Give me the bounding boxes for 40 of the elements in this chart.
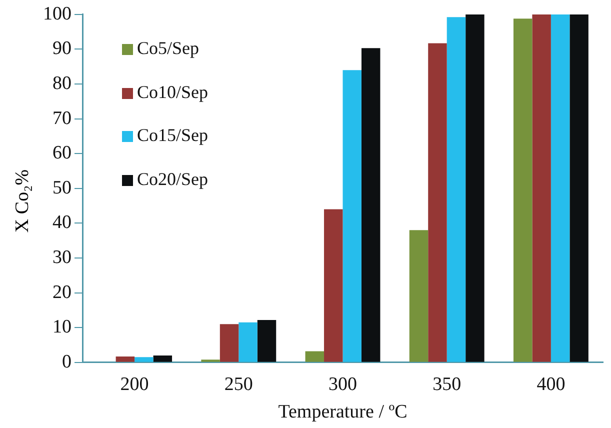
bar xyxy=(220,324,239,362)
x-tick-label: 250 xyxy=(224,374,253,395)
bar xyxy=(116,356,135,362)
bar xyxy=(409,230,428,362)
bar xyxy=(305,351,324,362)
bar xyxy=(134,357,154,362)
legend-label: Co20/Sep xyxy=(137,168,208,190)
y-axis-title: X Co₂% xyxy=(12,168,34,235)
y-tick-label: 70 xyxy=(52,108,72,129)
y-tick-label: 10 xyxy=(52,316,72,338)
y-tick-label: 60 xyxy=(52,142,72,164)
y-tick-label: 90 xyxy=(52,38,72,60)
y-tick-label: 20 xyxy=(52,282,72,303)
x-tick-label: 400 xyxy=(536,374,566,395)
bar xyxy=(238,322,258,362)
legend-label: Co10/Sep xyxy=(137,82,208,102)
y-tick-label: 30 xyxy=(52,246,72,268)
bar xyxy=(570,14,588,362)
x-tick-label: 200 xyxy=(120,374,149,395)
y-tick-label: 0 xyxy=(62,351,72,372)
x-axis-title: Temperature / ºC xyxy=(278,402,408,423)
bar xyxy=(153,355,172,362)
y-tick-label: 40 xyxy=(52,212,72,234)
bar xyxy=(550,14,570,362)
x-tick-label: 350 xyxy=(432,374,462,395)
bar xyxy=(324,209,343,362)
x-tick-label: 300 xyxy=(328,374,357,395)
bar xyxy=(361,48,380,362)
y-tick-label: 80 xyxy=(52,72,72,94)
bar xyxy=(342,70,362,362)
legend-label: Co15/Sep xyxy=(137,125,208,146)
y-tick-label: 50 xyxy=(52,177,72,198)
bar xyxy=(428,43,447,362)
bar xyxy=(257,320,276,362)
bar xyxy=(466,14,484,362)
bar xyxy=(513,18,532,362)
y-tick-label: 100 xyxy=(43,3,72,24)
legend-label: Co5/Sep xyxy=(137,38,200,59)
bar xyxy=(446,17,466,362)
bar xyxy=(532,14,551,362)
